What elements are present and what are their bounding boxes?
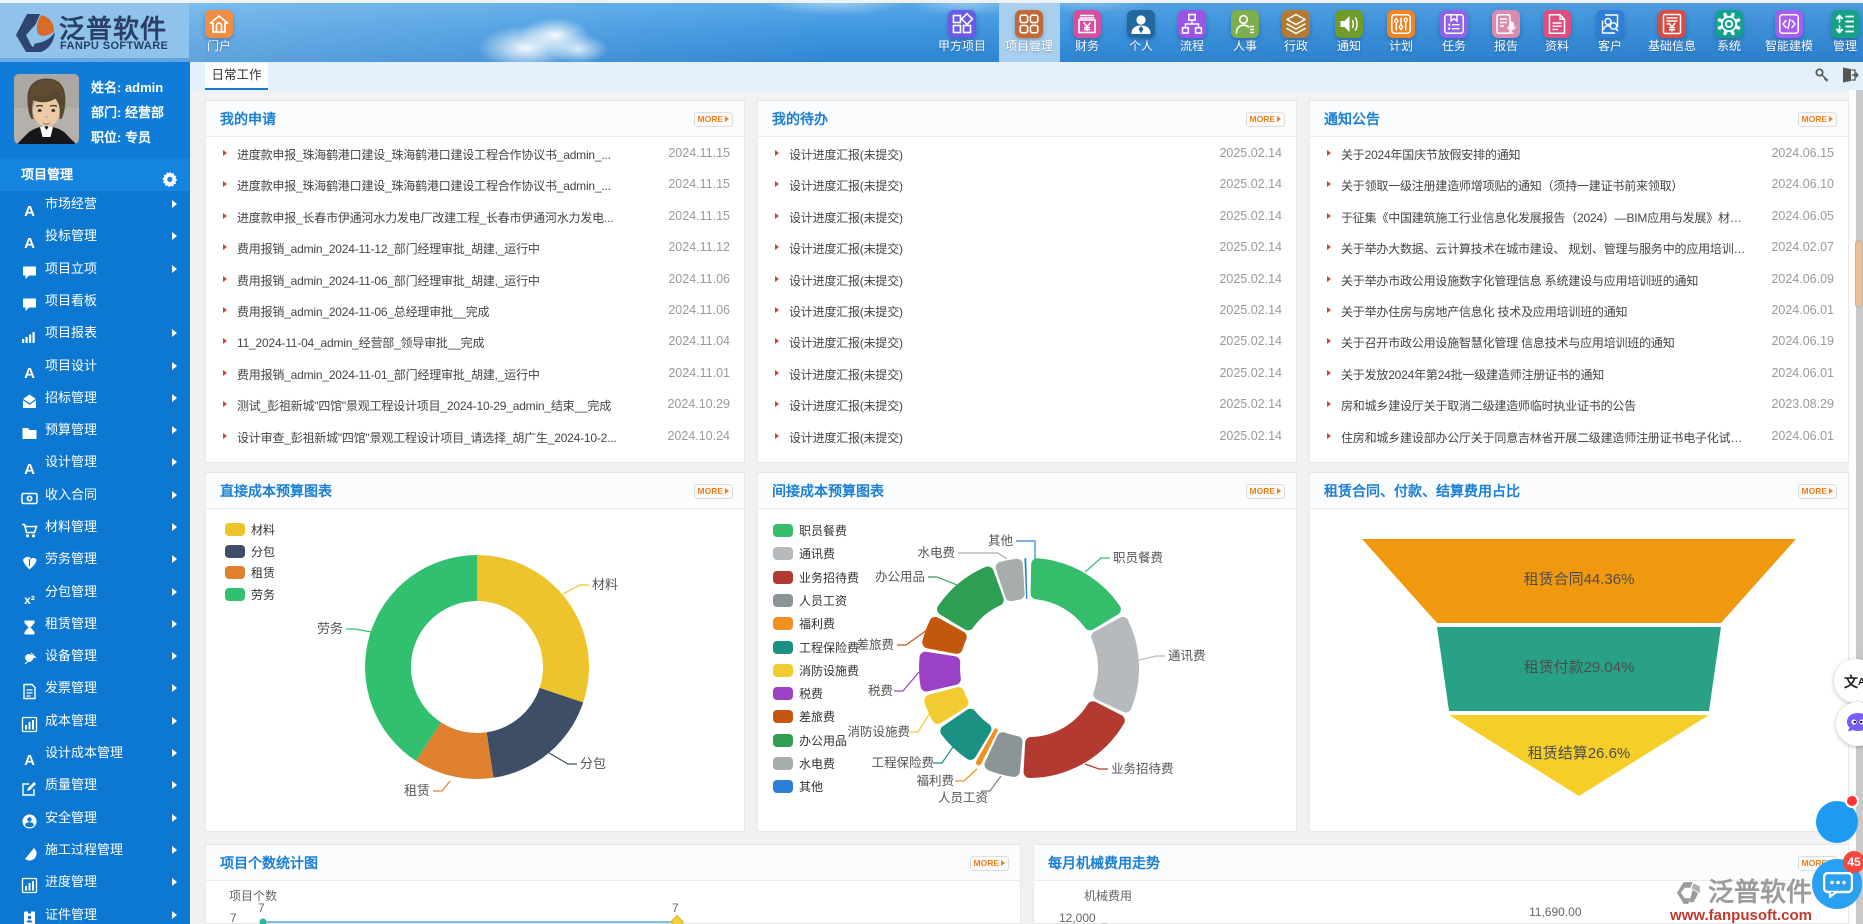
svg-text:消防设施费: 消防设施费 bbox=[847, 724, 910, 739]
svg-text:租赁: 租赁 bbox=[404, 783, 430, 798]
svg-text:租赁合同44.36%: 租赁合同44.36% bbox=[1524, 571, 1635, 588]
svg-text:差旅费: 差旅费 bbox=[856, 638, 894, 652]
svg-text:材料: 材料 bbox=[592, 577, 618, 592]
svg-text:租赁付款29.04%: 租赁付款29.04% bbox=[1524, 659, 1635, 676]
svg-text:其他: 其他 bbox=[988, 534, 1014, 548]
svg-text:0: 0 bbox=[28, 497, 32, 503]
svg-text:办公用品: 办公用品 bbox=[875, 569, 925, 584]
svg-text:租赁结算26.6%: 租赁结算26.6% bbox=[1528, 744, 1631, 762]
svg-text:工程保险费: 工程保险费 bbox=[871, 755, 934, 770]
svg-text:劳务: 劳务 bbox=[317, 621, 343, 636]
svg-text:水电费: 水电费 bbox=[917, 546, 955, 560]
svg-text:业务招待费: 业务招待费 bbox=[1111, 761, 1174, 776]
svg-text:人员工资: 人员工资 bbox=[938, 791, 988, 805]
svg-text:通讯费: 通讯费 bbox=[1168, 649, 1206, 663]
svg-text:职员餐费: 职员餐费 bbox=[1113, 550, 1163, 565]
svg-text:分包: 分包 bbox=[580, 756, 606, 771]
svg-text:税费: 税费 bbox=[868, 684, 893, 698]
svg-text:福利费: 福利费 bbox=[916, 773, 954, 788]
